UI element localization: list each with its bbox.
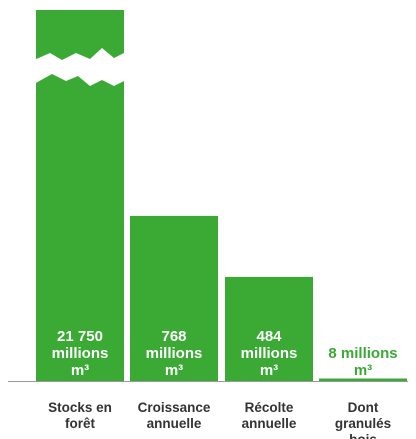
category-labels-group: Stocks enforêtCroissanceannuelleRécoltea… [48,400,391,439]
axis-break-group [34,48,126,86]
axis-break-gap [34,48,126,86]
category-label: annuelle [147,416,202,431]
value-label: 8 millions [328,345,397,362]
bar-dont [319,378,407,381]
value-label: 484 [256,328,282,345]
value-label: millions [52,345,109,362]
value-label: millions [241,345,298,362]
value-label: m³ [71,362,89,379]
category-label: forêt [65,416,96,431]
value-label: millions [146,345,203,362]
category-label: Dont [348,400,379,415]
value-label: m³ [165,362,183,379]
bar-recolte [225,276,313,381]
value-label: 768 [161,328,186,345]
value-label: 21 750 [57,328,103,345]
value-label: m³ [354,362,372,379]
category-label: Récolte [245,400,294,415]
category-label: granulés [335,416,391,431]
category-label: bois [349,432,377,439]
category-label: Stocks en [48,400,112,415]
value-labels-group: 21 750millionsm³768millionsm³484millions… [52,328,398,379]
category-label: annuelle [242,416,297,431]
category-label: Croissance [138,400,211,415]
bar-croissance [130,215,218,381]
value-label: m³ [260,362,278,379]
